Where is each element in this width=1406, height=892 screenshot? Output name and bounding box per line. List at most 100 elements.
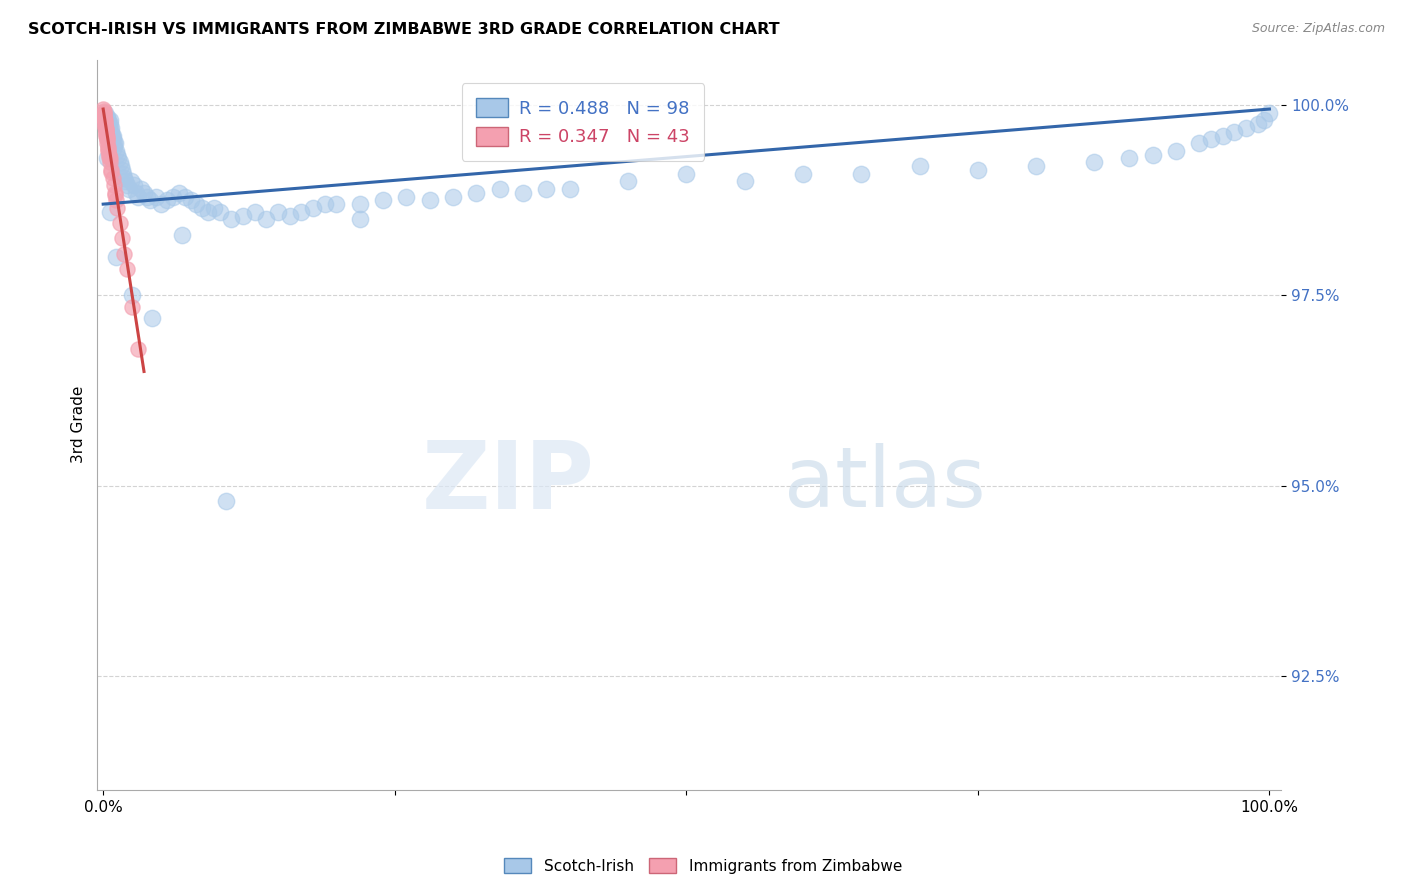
Point <box>93 102 115 116</box>
Point <box>208 204 231 219</box>
Point <box>150 197 173 211</box>
Point <box>101 170 124 185</box>
Point <box>314 197 336 211</box>
Point <box>127 342 149 356</box>
Point <box>101 132 124 146</box>
Point <box>302 201 325 215</box>
Point <box>108 216 131 230</box>
Point <box>1083 155 1105 169</box>
Point <box>349 197 371 211</box>
Point <box>94 128 117 143</box>
Point <box>107 152 129 166</box>
Point <box>851 167 873 181</box>
Point <box>139 194 162 208</box>
Point <box>1188 136 1211 151</box>
Point <box>96 110 118 124</box>
Point <box>162 189 184 203</box>
Point <box>112 246 135 260</box>
Point <box>101 128 124 143</box>
Point <box>1212 128 1234 143</box>
Point <box>100 121 122 136</box>
Point <box>115 261 138 276</box>
Point <box>1234 121 1257 136</box>
Point <box>325 197 347 211</box>
Point <box>98 113 121 128</box>
Point <box>98 155 121 169</box>
Point <box>371 194 394 208</box>
Point <box>96 132 118 146</box>
Point <box>98 204 121 219</box>
Point <box>108 155 131 169</box>
Point <box>105 144 128 158</box>
Point <box>111 167 134 181</box>
Point <box>101 128 124 143</box>
Point <box>94 117 117 131</box>
Point <box>97 117 120 131</box>
Point <box>290 204 312 219</box>
Point <box>558 182 581 196</box>
Point <box>256 212 278 227</box>
Point <box>966 162 988 177</box>
Point <box>278 209 301 223</box>
Point <box>96 127 118 141</box>
Point <box>1025 159 1047 173</box>
Point <box>908 159 931 173</box>
Point <box>96 136 118 151</box>
Point <box>349 212 371 227</box>
Point <box>94 122 117 136</box>
Point <box>94 115 117 129</box>
Point <box>93 110 115 124</box>
Point <box>1118 152 1140 166</box>
Text: atlas: atlas <box>785 442 986 524</box>
Point <box>465 186 488 200</box>
Point <box>103 178 125 193</box>
Point <box>441 189 464 203</box>
Point <box>180 194 202 208</box>
Point <box>96 121 118 136</box>
Point <box>1223 125 1246 139</box>
Point <box>129 182 152 196</box>
Point <box>111 231 134 245</box>
Y-axis label: 3rd Grade: 3rd Grade <box>72 386 86 464</box>
Point <box>132 186 155 200</box>
Point <box>792 167 814 181</box>
Point <box>145 189 167 203</box>
Point <box>121 288 143 302</box>
Point <box>93 107 115 121</box>
Text: ZIP: ZIP <box>422 437 595 529</box>
Point <box>96 152 118 166</box>
Point <box>127 189 149 203</box>
Point <box>93 111 115 125</box>
Legend: R = 0.488   N = 98, R = 0.347   N = 43: R = 0.488 N = 98, R = 0.347 N = 43 <box>461 83 704 161</box>
Point <box>103 136 125 151</box>
Point <box>93 106 115 120</box>
Point <box>121 300 143 314</box>
Point <box>93 110 115 124</box>
Point <box>98 117 121 131</box>
Point <box>1247 117 1270 131</box>
Point <box>96 128 118 143</box>
Point <box>122 178 145 193</box>
Point <box>120 174 142 188</box>
Point <box>1253 113 1275 128</box>
Point <box>136 189 159 203</box>
Point <box>232 209 254 223</box>
Point <box>93 112 115 126</box>
Point <box>93 104 115 119</box>
Point <box>112 170 135 185</box>
Point <box>97 144 120 158</box>
Point <box>98 150 121 164</box>
Point <box>94 120 117 134</box>
Point <box>104 136 127 151</box>
Point <box>118 182 141 196</box>
Point <box>94 121 117 136</box>
Point <box>110 159 132 173</box>
Point <box>125 186 148 200</box>
Point <box>156 194 179 208</box>
Point <box>94 106 117 120</box>
Point <box>172 227 194 242</box>
Text: Source: ZipAtlas.com: Source: ZipAtlas.com <box>1251 22 1385 36</box>
Point <box>221 212 243 227</box>
Point <box>186 197 208 211</box>
Point <box>419 194 441 208</box>
